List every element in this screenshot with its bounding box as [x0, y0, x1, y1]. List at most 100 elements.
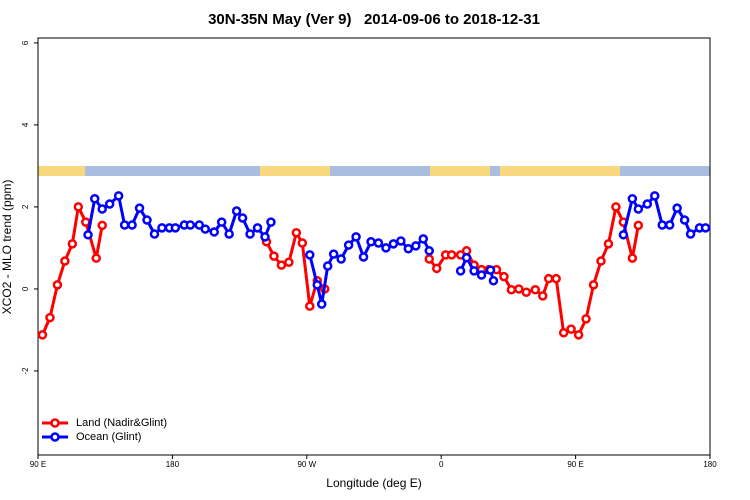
legend-marker	[50, 418, 60, 428]
data-point	[142, 215, 152, 225]
data-point	[97, 204, 107, 214]
legend-label: Ocean (Glint)	[76, 431, 141, 443]
data-point	[461, 253, 472, 263]
data-point	[358, 252, 369, 262]
data-point	[558, 328, 569, 338]
data-point	[237, 213, 248, 223]
data-point	[316, 299, 327, 309]
data-point	[396, 236, 406, 246]
data-point	[305, 250, 315, 260]
data-point	[328, 249, 339, 259]
data-point	[52, 280, 63, 290]
data-point	[209, 227, 219, 237]
data-point	[403, 244, 414, 254]
data-point	[81, 217, 91, 227]
data-point	[431, 263, 442, 274]
data-point	[343, 240, 354, 250]
data-point	[291, 228, 302, 238]
data-point	[89, 193, 100, 204]
data-point	[573, 330, 584, 340]
data-point	[312, 280, 323, 290]
data-point	[649, 191, 660, 201]
data-point	[488, 275, 499, 286]
data-point	[252, 223, 263, 233]
data-point	[266, 217, 276, 227]
data-point	[424, 246, 435, 256]
data-point	[351, 232, 361, 242]
legend-marker	[50, 432, 60, 442]
data-point	[73, 202, 84, 212]
series-line	[86, 192, 706, 305]
data-point	[305, 301, 315, 311]
x-tick-label: 0	[439, 460, 444, 469]
data-point	[633, 220, 644, 231]
data-point	[506, 285, 517, 295]
y-tick-label: 2	[21, 204, 30, 209]
data-point	[411, 241, 421, 251]
data-point	[588, 280, 599, 290]
data-point	[284, 257, 294, 268]
data-point	[521, 287, 532, 297]
data-point	[627, 253, 638, 263]
data-point	[322, 261, 333, 271]
data-point	[455, 266, 466, 276]
data-point	[276, 260, 287, 270]
data-point	[91, 253, 101, 263]
data-point	[627, 193, 638, 204]
data-point	[424, 254, 435, 264]
data-point	[127, 220, 137, 230]
data-point	[476, 270, 487, 280]
data-point	[499, 271, 509, 282]
data-point	[633, 204, 644, 214]
data-point	[224, 229, 234, 239]
data-point	[618, 230, 629, 240]
data-point	[642, 199, 653, 209]
plot-frame	[37, 37, 711, 456]
data-point	[45, 312, 55, 323]
data-point	[37, 330, 48, 340]
data-point	[97, 220, 107, 231]
data-point	[134, 203, 145, 213]
data-point	[83, 230, 93, 240]
data-point	[157, 223, 167, 233]
data-point	[245, 229, 255, 239]
x-axis-label: Longitude (deg E)	[326, 476, 421, 490]
data-point	[469, 266, 479, 276]
data-point	[185, 220, 196, 230]
data-point	[194, 220, 205, 230]
legend-label: Land (Nadir&Glint)	[76, 417, 167, 429]
data-point	[418, 234, 429, 244]
data-point	[119, 220, 130, 230]
data-point	[664, 220, 675, 230]
x-tick-label: 90 E	[567, 460, 583, 469]
data-point	[566, 324, 576, 334]
data-point	[603, 239, 614, 249]
data-point	[260, 232, 270, 242]
data-point	[336, 254, 346, 264]
data-point	[679, 215, 690, 225]
y-axis-label: XCO2 - MLO trend (ppm)	[0, 180, 14, 315]
data-point	[700, 223, 711, 233]
y-tick-label: 0	[21, 286, 30, 291]
y-tick-label: 6	[21, 40, 30, 45]
x-tick-label: 90 E	[30, 460, 46, 469]
data-point	[514, 284, 524, 294]
data-point	[297, 238, 308, 248]
data-point	[543, 273, 554, 284]
data-point	[381, 243, 391, 253]
data-point	[104, 199, 115, 209]
data-point	[373, 238, 384, 248]
data-point	[657, 220, 667, 230]
data-point	[366, 237, 376, 247]
data-point	[537, 291, 548, 301]
data-point	[231, 206, 242, 216]
data-point	[685, 229, 696, 239]
data-point	[269, 251, 279, 261]
data-point	[200, 224, 211, 234]
data-point	[446, 250, 457, 260]
y-tick-label: -2	[21, 367, 30, 375]
x-tick-label: 180	[166, 460, 180, 469]
data-point	[530, 285, 541, 295]
data-point	[485, 265, 496, 275]
data-point	[113, 191, 124, 201]
